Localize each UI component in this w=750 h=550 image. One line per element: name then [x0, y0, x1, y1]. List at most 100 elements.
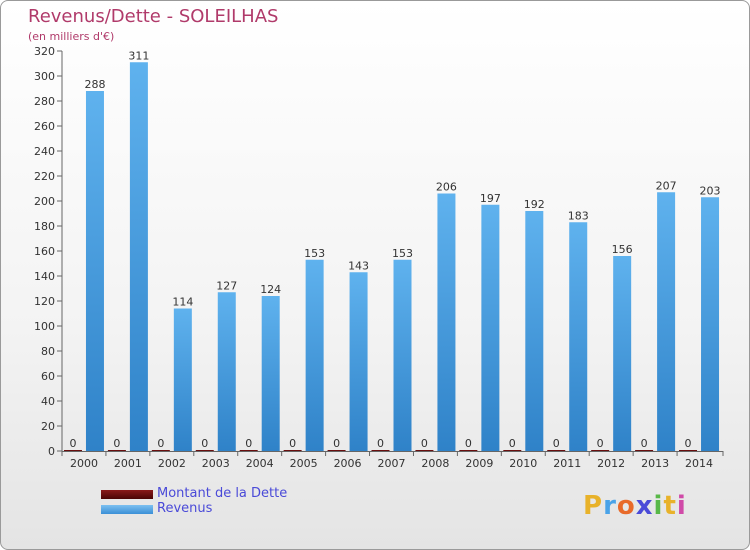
bar-dette-2013[interactable]	[635, 450, 654, 451]
logo-letter: x	[635, 491, 654, 521]
bar-dette-2001[interactable]	[107, 450, 126, 451]
bar-revenus-2000[interactable]	[85, 91, 104, 451]
bar-dette-2011[interactable]	[547, 450, 566, 451]
logo-letter: r	[603, 491, 617, 521]
x-tick-label: 2007	[378, 457, 406, 470]
y-tick-label: 100	[34, 320, 55, 333]
bar-revenus-2014[interactable]	[701, 197, 720, 451]
logo-letter: i	[653, 491, 664, 521]
legend-swatch-dette	[101, 490, 153, 499]
bar-dette-2009[interactable]	[459, 450, 478, 451]
data-label-revenus-2009: 197	[480, 192, 501, 205]
x-tick-label: 2014	[685, 457, 713, 470]
bar-dette-2014[interactable]	[679, 450, 698, 451]
data-label-dette-2007: 0	[377, 437, 384, 450]
bar-revenus-2002[interactable]	[173, 308, 192, 452]
y-tick-label: 240	[34, 145, 55, 158]
data-label-dette-2005: 0	[289, 437, 296, 450]
data-label-revenus-2006: 143	[348, 259, 369, 272]
proxiti-logo: Proxiti	[583, 491, 687, 521]
data-label-revenus-2003: 127	[216, 279, 237, 292]
data-label-revenus-2008: 206	[436, 181, 457, 194]
data-label-revenus-2011: 183	[568, 209, 589, 222]
y-tick-label: 260	[34, 120, 55, 133]
bar-revenus-2007[interactable]	[393, 259, 412, 451]
y-tick-label: 280	[34, 95, 55, 108]
bar-dette-2012[interactable]	[591, 450, 610, 451]
y-tick-label: 200	[34, 195, 55, 208]
y-tick-label: 80	[41, 345, 55, 358]
bar-revenus-2006[interactable]	[349, 272, 368, 451]
logo-letter: P	[583, 491, 604, 521]
bar-revenus-2004[interactable]	[261, 296, 280, 451]
bar-dette-2003[interactable]	[195, 450, 214, 451]
bar-revenus-2005[interactable]	[305, 259, 324, 451]
bar-dette-2004[interactable]	[239, 450, 258, 451]
x-tick-label: 2005	[290, 457, 318, 470]
data-label-dette-2008: 0	[421, 437, 428, 450]
bar-revenus-2011[interactable]	[569, 222, 588, 451]
bar-dette-2002[interactable]	[151, 450, 170, 451]
bar-revenus-2003[interactable]	[217, 292, 236, 451]
x-tick-label: 2003	[202, 457, 230, 470]
x-tick-label: 2011	[553, 457, 581, 470]
bar-revenus-2001[interactable]	[129, 62, 148, 451]
data-label-revenus-2002: 114	[172, 296, 193, 309]
x-tick-label: 2013	[641, 457, 669, 470]
data-label-dette-2000: 0	[69, 437, 76, 450]
data-label-dette-2011: 0	[553, 437, 560, 450]
x-tick-label: 2006	[334, 457, 362, 470]
y-tick-label: 120	[34, 295, 55, 308]
bar-dette-2005[interactable]	[283, 450, 302, 451]
bar-revenus-2010[interactable]	[525, 211, 544, 451]
legend-swatch-revenus	[101, 505, 153, 514]
bar-dette-2007[interactable]	[371, 450, 390, 451]
logo-letter: i	[676, 491, 687, 521]
y-tick-label: 300	[34, 70, 55, 83]
data-label-revenus-2005: 153	[304, 247, 325, 260]
data-label-revenus-2007: 153	[392, 247, 413, 260]
x-tick-label: 2002	[158, 457, 186, 470]
data-label-dette-2006: 0	[333, 437, 340, 450]
y-tick-label: 20	[41, 420, 55, 433]
y-tick-label: 0	[48, 445, 55, 458]
bar-dette-2000[interactable]	[63, 450, 82, 451]
y-tick-label: 180	[34, 220, 55, 233]
data-label-dette-2009: 0	[465, 437, 472, 450]
x-tick-label: 2010	[509, 457, 537, 470]
data-label-dette-2010: 0	[509, 437, 516, 450]
data-label-dette-2013: 0	[641, 437, 648, 450]
data-label-dette-2004: 0	[245, 437, 252, 450]
data-label-dette-2012: 0	[597, 437, 604, 450]
y-tick-label: 40	[41, 395, 55, 408]
bar-revenus-2009[interactable]	[481, 204, 500, 451]
data-label-dette-2001: 0	[113, 437, 120, 450]
legend-label-dette: Montant de la Dette	[157, 486, 288, 501]
x-tick-label: 2000	[70, 457, 98, 470]
data-label-revenus-2004: 124	[260, 283, 281, 296]
y-tick-label: 140	[34, 270, 55, 283]
y-tick-label: 160	[34, 245, 55, 258]
data-label-dette-2003: 0	[201, 437, 208, 450]
data-label-dette-2014: 0	[685, 437, 692, 450]
data-label-revenus-2000: 288	[84, 78, 105, 91]
x-tick-label: 2004	[246, 457, 274, 470]
data-label-dette-2002: 0	[157, 437, 164, 450]
bar-revenus-2013[interactable]	[657, 192, 676, 451]
data-label-revenus-2012: 156	[612, 243, 633, 256]
bar-dette-2008[interactable]	[415, 450, 434, 451]
data-label-revenus-2001: 311	[128, 49, 149, 62]
bar-dette-2010[interactable]	[503, 450, 522, 451]
x-tick-label: 2012	[597, 457, 625, 470]
bar-revenus-2008[interactable]	[437, 193, 456, 452]
x-tick-label: 2001	[114, 457, 142, 470]
data-label-revenus-2014: 203	[700, 184, 721, 197]
bar-revenus-2012[interactable]	[613, 256, 632, 451]
x-tick-label: 2008	[421, 457, 449, 470]
chart-title: Revenus/Dette - SOLEILHAS	[28, 6, 279, 27]
logo-letter: t	[663, 491, 677, 521]
bar-dette-2006[interactable]	[327, 450, 346, 451]
logo-letter: o	[616, 491, 636, 521]
